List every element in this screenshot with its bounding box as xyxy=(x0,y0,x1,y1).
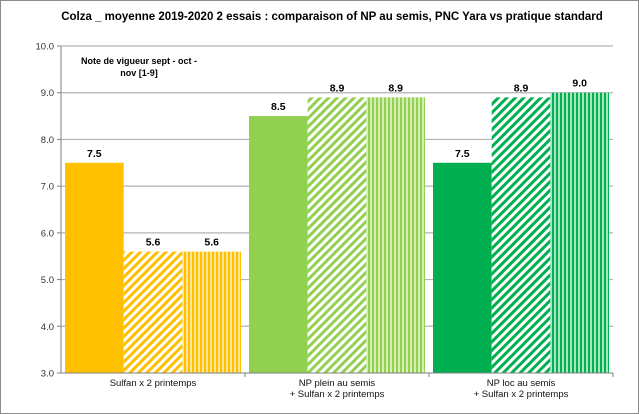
y-tick-label: 5.0 xyxy=(41,275,54,286)
data-label: 8.5 xyxy=(271,101,286,113)
y-tick-label: 7.0 xyxy=(41,182,54,193)
y-tick-label: 6.0 xyxy=(41,228,54,239)
data-label: 5.6 xyxy=(204,237,219,249)
data-label: 8.9 xyxy=(388,82,403,94)
data-label: 7.5 xyxy=(455,148,470,160)
bar-series-2-group-3 xyxy=(491,97,551,373)
annotation-line-2: nov [1-9] xyxy=(120,68,158,78)
category-label: Sulfan x 2 printemps xyxy=(110,378,197,389)
category-label: NP plein au semis xyxy=(299,378,376,389)
category-label: + Sulfan x 2 printemps xyxy=(474,389,569,400)
bar-series-2-group-2 xyxy=(307,97,367,373)
bar-series-1-group-1 xyxy=(65,162,124,373)
bar-series-1-group-3 xyxy=(433,162,492,373)
category-label: NP loc au semis xyxy=(487,378,556,389)
y-tick-label: 10.0 xyxy=(36,42,55,53)
data-label: 7.5 xyxy=(87,148,102,160)
axes xyxy=(57,45,614,377)
category-label: + Sulfan x 2 printemps xyxy=(290,389,385,400)
bar-series-2-group-1 xyxy=(123,251,183,373)
category-labels: Sulfan x 2 printemps NP plein au semis+ S… xyxy=(110,378,569,400)
bar-series-1-group-2 xyxy=(249,116,308,374)
y-tick-label: 8.0 xyxy=(41,135,54,146)
bar-series-3-group-2 xyxy=(366,97,425,373)
data-label: 5.6 xyxy=(146,237,161,249)
bars xyxy=(65,92,609,374)
y-tick-label: 4.0 xyxy=(41,322,54,333)
y-tick-label: 9.0 xyxy=(41,88,54,99)
data-label: 8.9 xyxy=(330,82,345,94)
data-label: 9.0 xyxy=(572,78,587,90)
bar-series-3-group-1 xyxy=(182,251,241,373)
annotation-line-1: Note de vigueur sept - oct - xyxy=(81,56,197,66)
data-labels: 7.5 5.6 5.6 8.5 8.9 8.9 7.5 8.9 9.0 xyxy=(87,78,587,249)
y-tick-labels: 3.0 4.0 5.0 6.0 7.0 8.0 9.0 10.0 xyxy=(36,42,55,380)
y-tick-label: 3.0 xyxy=(41,369,54,380)
data-label: 8.9 xyxy=(514,82,529,94)
bar-series-3-group-3 xyxy=(550,92,609,373)
chart-title: Colza _ moyenne 2019-2020 2 essais : com… xyxy=(61,11,603,23)
